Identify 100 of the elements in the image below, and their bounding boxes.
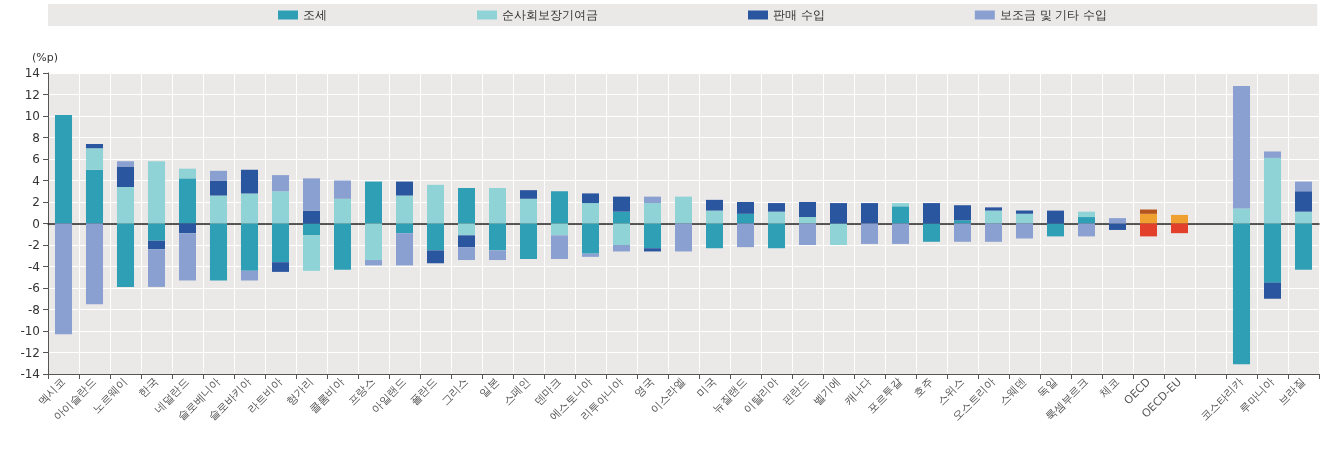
y-tick-label: -4 (28, 259, 40, 274)
bar (1046, 223, 1065, 237)
bar (1263, 282, 1282, 299)
bar (1108, 223, 1127, 230)
y-tick-label: 0 (32, 216, 40, 231)
bar (829, 203, 848, 224)
bar (116, 223, 135, 287)
bar (271, 223, 290, 263)
y-tick-label: -14 (20, 367, 40, 381)
bar (271, 175, 290, 192)
bar (302, 178, 321, 211)
bar (581, 193, 600, 204)
bar (1077, 211, 1096, 218)
bar (1170, 223, 1189, 234)
bar (798, 223, 817, 245)
bar (209, 180, 228, 196)
bar (1170, 214, 1189, 224)
bar (240, 169, 259, 194)
bar (1139, 223, 1158, 237)
bar (395, 195, 414, 224)
bar (116, 186, 135, 224)
bar (1294, 181, 1313, 192)
bar (550, 191, 569, 224)
bar (1294, 211, 1313, 224)
bar (922, 203, 941, 224)
y-tick-label: 10 (24, 109, 40, 123)
bar (891, 206, 910, 224)
bar (612, 196, 631, 212)
bar (705, 223, 724, 249)
bar (488, 188, 507, 224)
bar (426, 184, 445, 224)
bar (1108, 218, 1127, 224)
bar (178, 178, 197, 224)
bar (891, 223, 910, 244)
bar (457, 235, 476, 248)
bar (798, 202, 817, 218)
legend-label: 조세 (303, 8, 327, 22)
bar (85, 148, 104, 170)
bar (147, 223, 166, 241)
bar (674, 223, 693, 252)
bar (178, 233, 197, 281)
bar (705, 210, 724, 224)
bar (612, 211, 631, 224)
bar (333, 198, 352, 224)
bar (1294, 223, 1313, 270)
x-tick-label: 일본 (477, 375, 503, 401)
bar (1077, 223, 1096, 237)
bar (364, 260, 383, 266)
bar (271, 262, 290, 272)
y-axis-title: (%p) (31, 51, 58, 64)
bar (736, 213, 755, 224)
bar (767, 211, 786, 224)
bar (643, 203, 662, 224)
bar (395, 233, 414, 266)
bar (1263, 157, 1282, 224)
bar (643, 223, 662, 249)
bar (860, 223, 879, 244)
bar (209, 223, 228, 281)
bar (891, 203, 910, 207)
bar (767, 223, 786, 249)
bar (984, 207, 1003, 211)
bar (519, 190, 538, 199)
bar (953, 205, 972, 221)
bar (209, 195, 228, 224)
bar (643, 196, 662, 204)
bar (1294, 191, 1313, 212)
bar (1015, 210, 1034, 214)
bar (860, 203, 879, 224)
y-tick-label: -8 (28, 302, 40, 317)
bar (364, 223, 383, 261)
bar (147, 249, 166, 287)
bar (1139, 213, 1158, 224)
y-tick-label: 8 (32, 130, 40, 145)
bar (829, 223, 848, 245)
bar (333, 180, 352, 199)
bar (736, 223, 755, 248)
bar (519, 198, 538, 224)
bar (922, 223, 941, 242)
bar (953, 220, 972, 224)
y-tick-label: -12 (20, 345, 40, 360)
bar (178, 223, 197, 234)
bar (550, 223, 569, 236)
legend-label: 보조금 및 기타 수입 (999, 8, 1108, 22)
bar (395, 181, 414, 196)
bar (457, 188, 476, 224)
bar (1263, 223, 1282, 283)
bar (1139, 209, 1158, 214)
bar (240, 223, 259, 271)
y-tick-label: 2 (32, 195, 40, 209)
bar (488, 250, 507, 261)
bar (116, 161, 135, 167)
bar (1232, 85, 1251, 209)
bar (116, 166, 135, 187)
bar (85, 143, 104, 149)
bar (798, 217, 817, 224)
bar (395, 223, 414, 234)
bar (953, 223, 972, 242)
bar (581, 253, 600, 257)
y-tick-label: 12 (24, 87, 40, 102)
bar (426, 223, 445, 251)
